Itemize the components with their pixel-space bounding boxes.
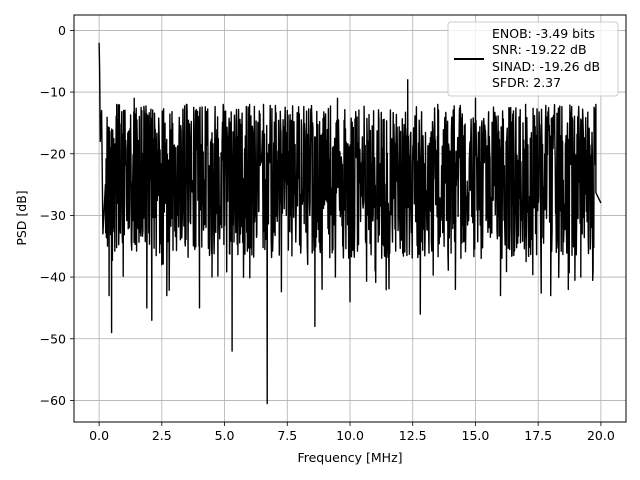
x-tick-label: 10.0 (336, 428, 364, 443)
legend-entry-enob: ENOB: -3.49 bits (492, 26, 595, 41)
x-tick-label: 7.5 (277, 428, 297, 443)
x-tick-label: 17.5 (524, 428, 552, 443)
x-tick-label: 15.0 (462, 428, 490, 443)
psd-series-line (98, 42, 602, 405)
legend-entry-snr: SNR: -19.22 dB (492, 42, 587, 57)
x-axis-label: Frequency [MHz] (297, 450, 402, 465)
y-tick-label: −40 (40, 270, 66, 285)
x-tick-label: 12.5 (399, 428, 427, 443)
y-tick-label: −10 (40, 85, 66, 100)
y-tick-label: −30 (40, 208, 66, 223)
x-axis-ticks: 0.0 2.5 5.0 7.5 10.0 12.5 15.0 17.5 20.0 (89, 422, 615, 443)
y-axis-ticks: 0 −10 −20 −30 −40 −50 −60 (40, 23, 74, 408)
x-tick-label: 5.0 (215, 428, 235, 443)
legend: ENOB: -3.49 bits SNR: -19.22 dB SINAD: -… (447, 21, 619, 97)
x-tick-label: 2.5 (152, 428, 172, 443)
y-tick-label: −50 (40, 331, 66, 346)
legend-entry-sfdr: SFDR: 2.37 (492, 75, 561, 90)
y-axis-label: PSD [dB] (14, 190, 29, 245)
legend-entry-sinad: SINAD: -19.26 dB (492, 59, 600, 74)
x-tick-label: 0.0 (89, 428, 109, 443)
plot-area (98, 42, 602, 405)
x-tick-label: 20.0 (587, 428, 615, 443)
y-tick-label: −20 (40, 146, 66, 161)
y-tick-label: 0 (58, 23, 66, 38)
legend-box (447, 21, 619, 97)
y-tick-label: −60 (40, 393, 66, 408)
